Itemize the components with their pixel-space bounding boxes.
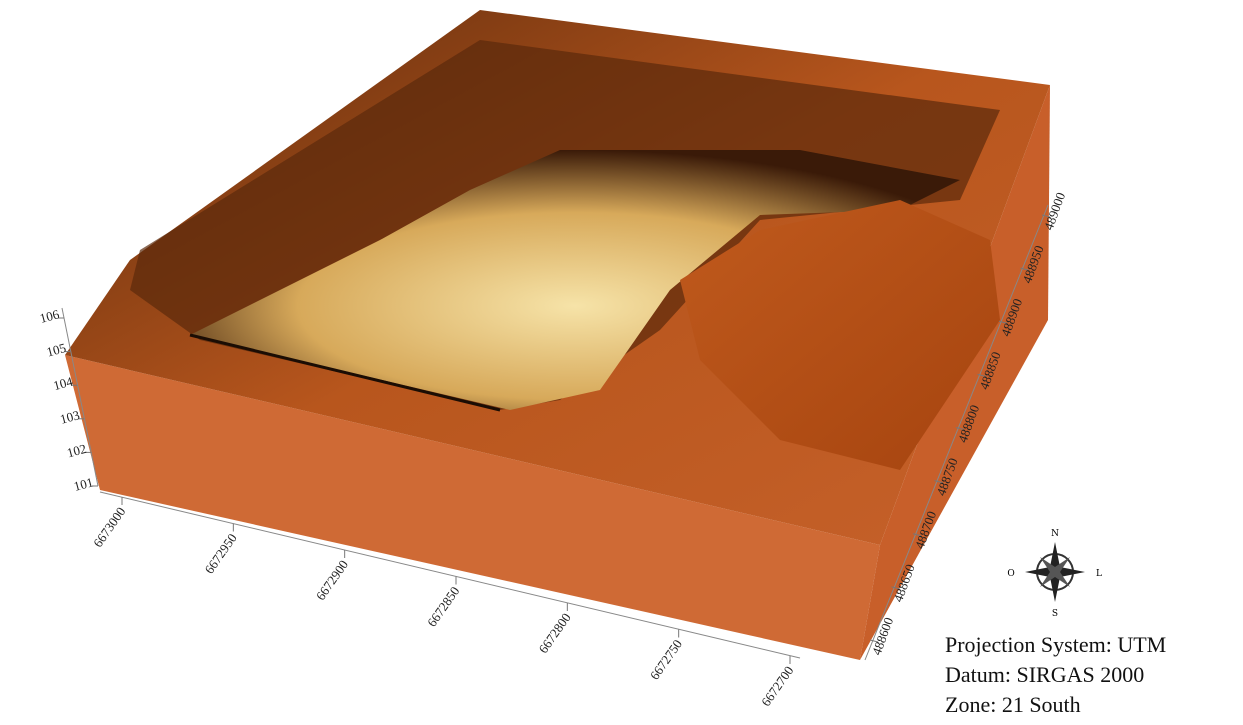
easting-tick [977, 373, 986, 377]
easting-tick [934, 480, 943, 484]
block [65, 10, 1050, 660]
easting-tick [998, 320, 1008, 324]
easting-axis [864, 204, 1049, 661]
easting-tick [955, 427, 965, 430]
elevation-tick-label: 105 [45, 340, 68, 360]
elevation-tick-label: 102 [65, 441, 88, 461]
easting-tick [912, 533, 922, 537]
front-face [65, 355, 880, 660]
pit-edge [189, 333, 501, 412]
northing-tick-label: 6672750 [647, 637, 685, 683]
northing-axis [99, 491, 801, 659]
easting-tick [891, 586, 900, 590]
elevation-tick-label: 104 [52, 373, 75, 393]
elevation-axis [61, 307, 99, 487]
compass-n: N [1051, 529, 1059, 539]
compass-s: S [1052, 609, 1058, 619]
easting-tick [869, 639, 879, 643]
legend-line: Zone: 21 South [945, 692, 1081, 717]
northing-tick-label: 6672850 [424, 584, 462, 630]
northing-tick-label: 6672900 [313, 557, 351, 603]
legend-line: Projection System: UTM [945, 632, 1166, 657]
elevation-tick-label: 103 [58, 407, 81, 427]
northing-tick-label: 6673000 [90, 504, 128, 550]
right-depression [680, 200, 1000, 470]
compass-rose-diag [1040, 557, 1070, 587]
legend-line: Datum: SIRGAS 2000 [945, 662, 1144, 687]
northing-tick-label: 6672800 [535, 610, 573, 656]
compass-e: L [1096, 569, 1102, 579]
northing-tick-label: 6672950 [201, 531, 239, 577]
easting-tick [1020, 267, 1029, 271]
elevation-tick-label: 106 [38, 306, 61, 326]
northing-tick-label: 6672700 [758, 663, 796, 709]
open-pit [190, 150, 960, 410]
elevation-tick-label: 101 [72, 474, 95, 494]
compass: N S O L [1007, 529, 1102, 619]
easting-tick [1041, 214, 1051, 218]
compass-w: O [1007, 569, 1014, 579]
